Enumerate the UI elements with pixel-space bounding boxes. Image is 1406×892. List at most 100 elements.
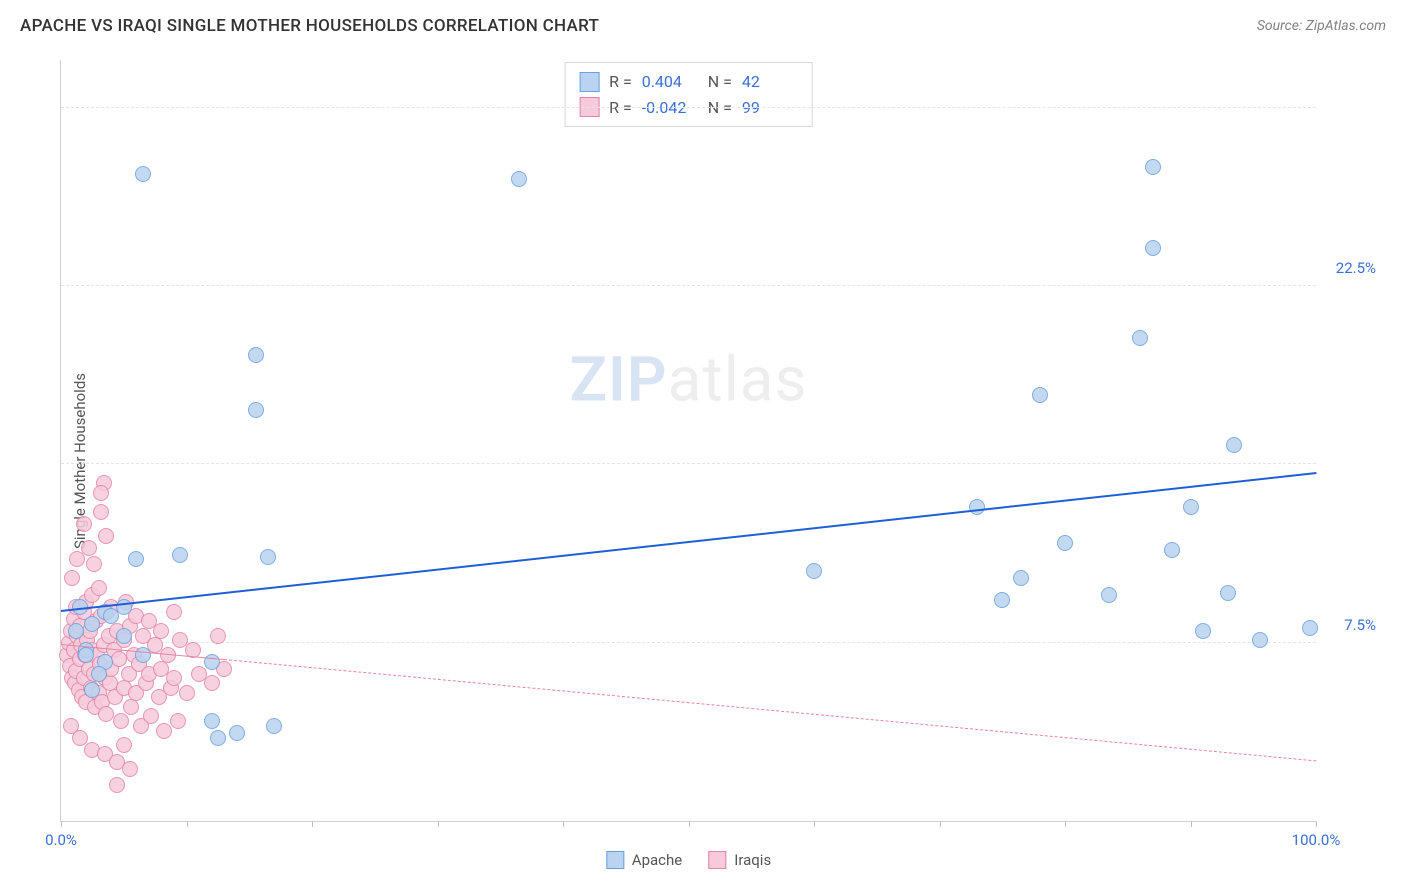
gridline	[61, 285, 1316, 286]
gridline	[61, 463, 1316, 464]
data-point	[1164, 542, 1180, 558]
data-point	[103, 608, 119, 624]
data-point	[204, 675, 220, 691]
legend-swatch-apache	[606, 851, 624, 869]
xtick	[1065, 821, 1066, 827]
data-point	[170, 713, 186, 729]
data-point	[166, 670, 182, 686]
r-label-apache: R =	[609, 69, 632, 95]
bottom-legend: Apache Iraqis	[606, 851, 771, 869]
data-point	[511, 171, 527, 187]
source-label: Source: ZipAtlas.com	[1257, 18, 1386, 34]
xtick-label: 0.0%	[45, 831, 77, 849]
data-point	[113, 713, 129, 729]
data-point	[260, 549, 276, 565]
data-point	[123, 699, 139, 715]
data-point	[210, 730, 226, 746]
data-point	[179, 685, 195, 701]
stats-legend-box: R = 0.404 N = 42 R = -0.042 N = 99	[564, 62, 813, 127]
gridline	[61, 642, 1316, 643]
data-point	[109, 777, 125, 793]
data-point	[116, 628, 132, 644]
xtick	[438, 821, 439, 827]
data-point	[156, 723, 172, 739]
data-point	[98, 706, 114, 722]
data-point	[1195, 623, 1211, 639]
data-point	[91, 580, 107, 596]
data-point	[1220, 585, 1236, 601]
xtick	[1191, 821, 1192, 827]
data-point	[1302, 620, 1318, 636]
data-point	[116, 737, 132, 753]
xtick	[1316, 821, 1317, 827]
data-point	[1145, 159, 1161, 175]
swatch-apache	[579, 72, 599, 92]
plot-area: ZIPatlas R = 0.404 N = 42 R = -0.042 N =…	[60, 60, 1316, 822]
watermark: ZIPatlas	[570, 343, 808, 416]
xtick	[187, 821, 188, 827]
data-point	[806, 563, 822, 579]
data-point	[76, 516, 92, 532]
data-point	[1226, 437, 1242, 453]
xtick	[689, 821, 690, 827]
data-point	[1145, 240, 1161, 256]
data-point	[91, 666, 107, 682]
data-point	[111, 651, 127, 667]
data-point	[84, 616, 100, 632]
data-point	[969, 499, 985, 515]
n-value-apache: 42	[742, 69, 798, 95]
stats-row-apache: R = 0.404 N = 42	[579, 69, 798, 95]
data-point	[248, 402, 264, 418]
xtick	[61, 821, 62, 827]
legend-label-apache: Apache	[632, 851, 682, 869]
watermark-zip: ZIP	[570, 343, 668, 416]
xtick-label: 100.0%	[1292, 831, 1341, 849]
xtick	[563, 821, 564, 827]
xtick	[940, 821, 941, 827]
data-point	[68, 623, 84, 639]
xtick	[312, 821, 313, 827]
data-point	[78, 647, 94, 663]
regression-line	[61, 472, 1316, 612]
data-point	[143, 708, 159, 724]
data-point	[81, 540, 97, 556]
data-point	[210, 628, 226, 644]
r-value-apache: 0.404	[642, 69, 698, 95]
legend-label-iraqis: Iraqis	[734, 851, 771, 869]
data-point	[172, 547, 188, 563]
data-point	[204, 654, 220, 670]
data-point	[98, 528, 114, 544]
data-point	[1101, 587, 1117, 603]
data-point	[84, 682, 100, 698]
data-point	[1032, 387, 1048, 403]
ytick-label: 22.5%	[1336, 259, 1376, 277]
data-point	[122, 761, 138, 777]
data-point	[1013, 570, 1029, 586]
data-point	[994, 592, 1010, 608]
watermark-atlas: atlas	[668, 343, 808, 416]
data-point	[1057, 535, 1073, 551]
data-point	[1132, 330, 1148, 346]
data-point	[166, 604, 182, 620]
data-point	[248, 347, 264, 363]
data-point	[1183, 499, 1199, 515]
data-point	[135, 647, 151, 663]
n-label-apache: N =	[708, 69, 732, 95]
data-point	[93, 504, 109, 520]
ytick-label: 7.5%	[1344, 616, 1376, 634]
data-point	[266, 718, 282, 734]
chart-title: APACHE VS IRAQI SINGLE MOTHER HOUSEHOLDS…	[20, 16, 599, 36]
data-point	[128, 551, 144, 567]
data-point	[229, 725, 245, 741]
chart-container: Single Mother Households ZIPatlas R = 0.…	[20, 50, 1386, 872]
xtick	[814, 821, 815, 827]
legend-swatch-iraqis	[708, 851, 726, 869]
data-point	[135, 166, 151, 182]
data-point	[153, 623, 169, 639]
data-point	[1252, 632, 1268, 648]
data-point	[93, 485, 109, 501]
data-point	[86, 556, 102, 572]
regression-line	[224, 659, 1316, 761]
data-point	[204, 713, 220, 729]
gridline	[61, 107, 1316, 108]
